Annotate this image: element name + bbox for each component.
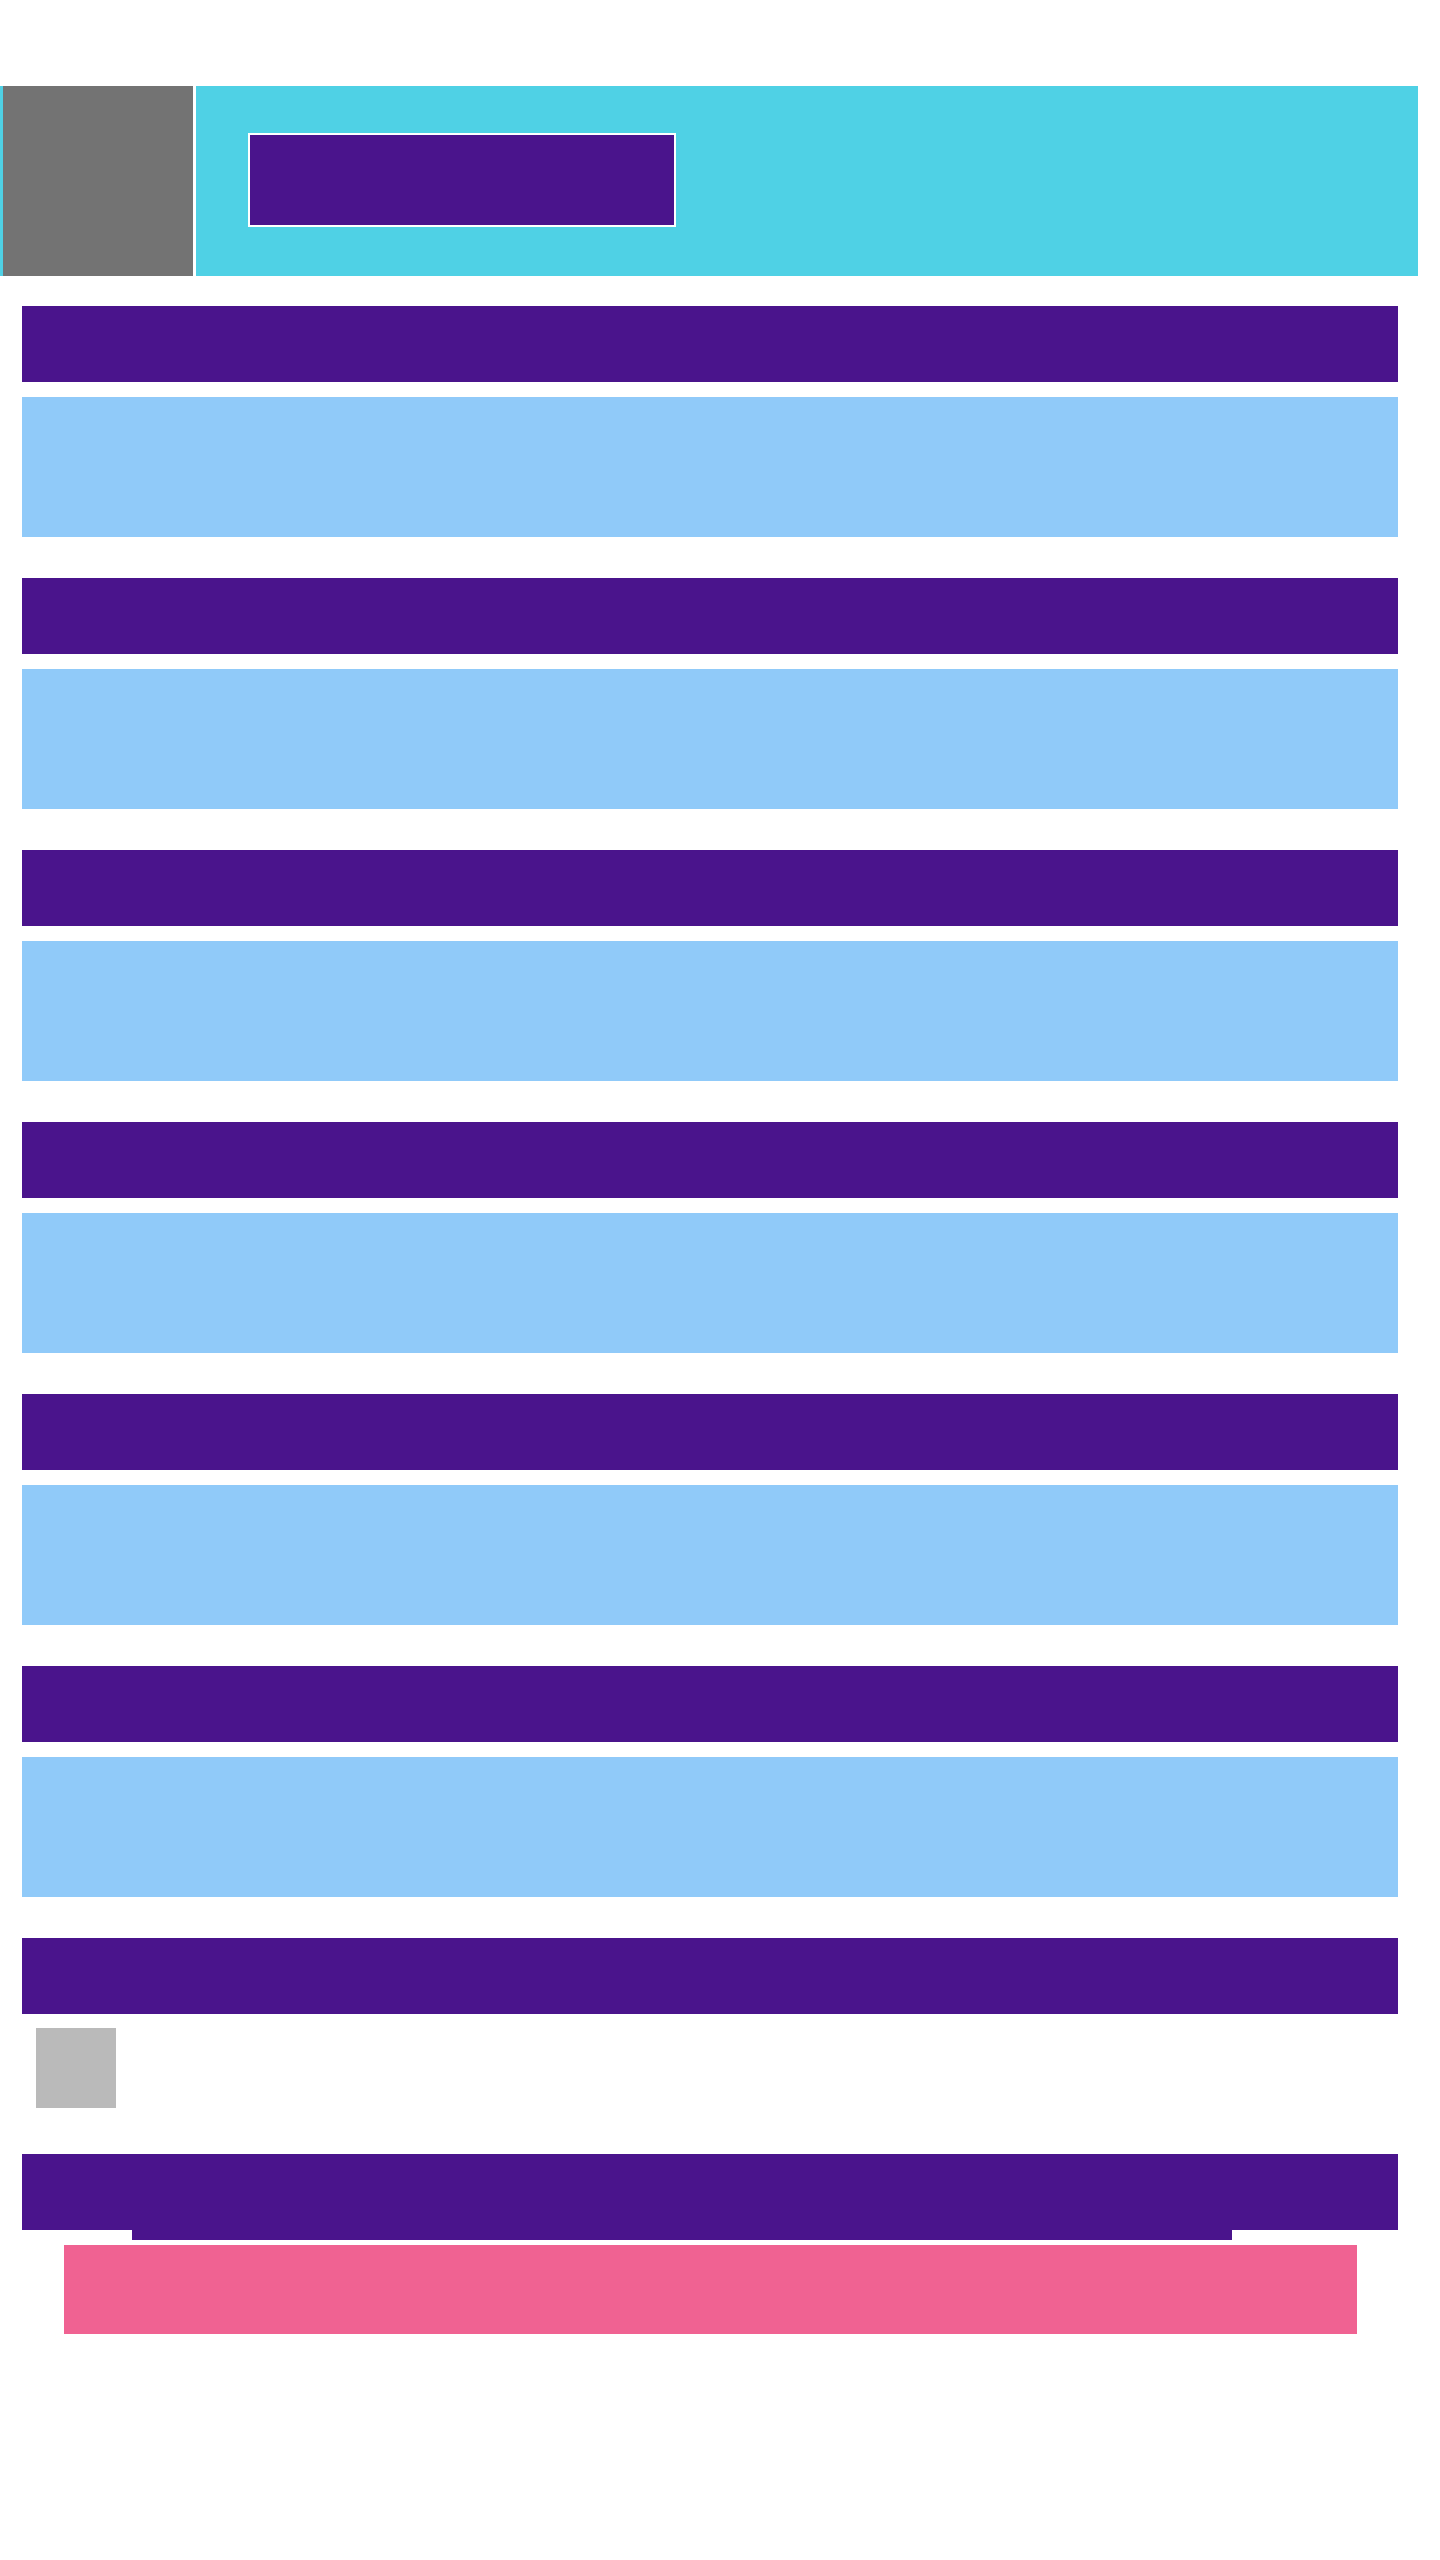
- media-section-header[interactable]: [22, 1938, 1398, 2014]
- section-header-2[interactable]: [22, 578, 1398, 654]
- section-body-6: [22, 1757, 1398, 1897]
- section-header-3[interactable]: [22, 850, 1398, 926]
- header-title[interactable]: [248, 133, 676, 227]
- header-divider: [193, 86, 196, 276]
- section-body-3: [22, 941, 1398, 1081]
- section-body-2: [22, 669, 1398, 809]
- section-body-5: [22, 1485, 1398, 1625]
- section-header-5[interactable]: [22, 1394, 1398, 1470]
- section-header-1[interactable]: [22, 306, 1398, 382]
- footer-section-header[interactable]: [22, 2154, 1398, 2230]
- section-body-4: [22, 1213, 1398, 1353]
- action-button[interactable]: [64, 2245, 1357, 2334]
- thumbnail-image[interactable]: [36, 2028, 116, 2108]
- header-bar: [0, 86, 1418, 276]
- section-header-6[interactable]: [22, 1666, 1398, 1742]
- section-body-1: [22, 397, 1398, 537]
- avatar[interactable]: [3, 86, 193, 276]
- progress-bar: [132, 2230, 1232, 2240]
- section-header-4[interactable]: [22, 1122, 1398, 1198]
